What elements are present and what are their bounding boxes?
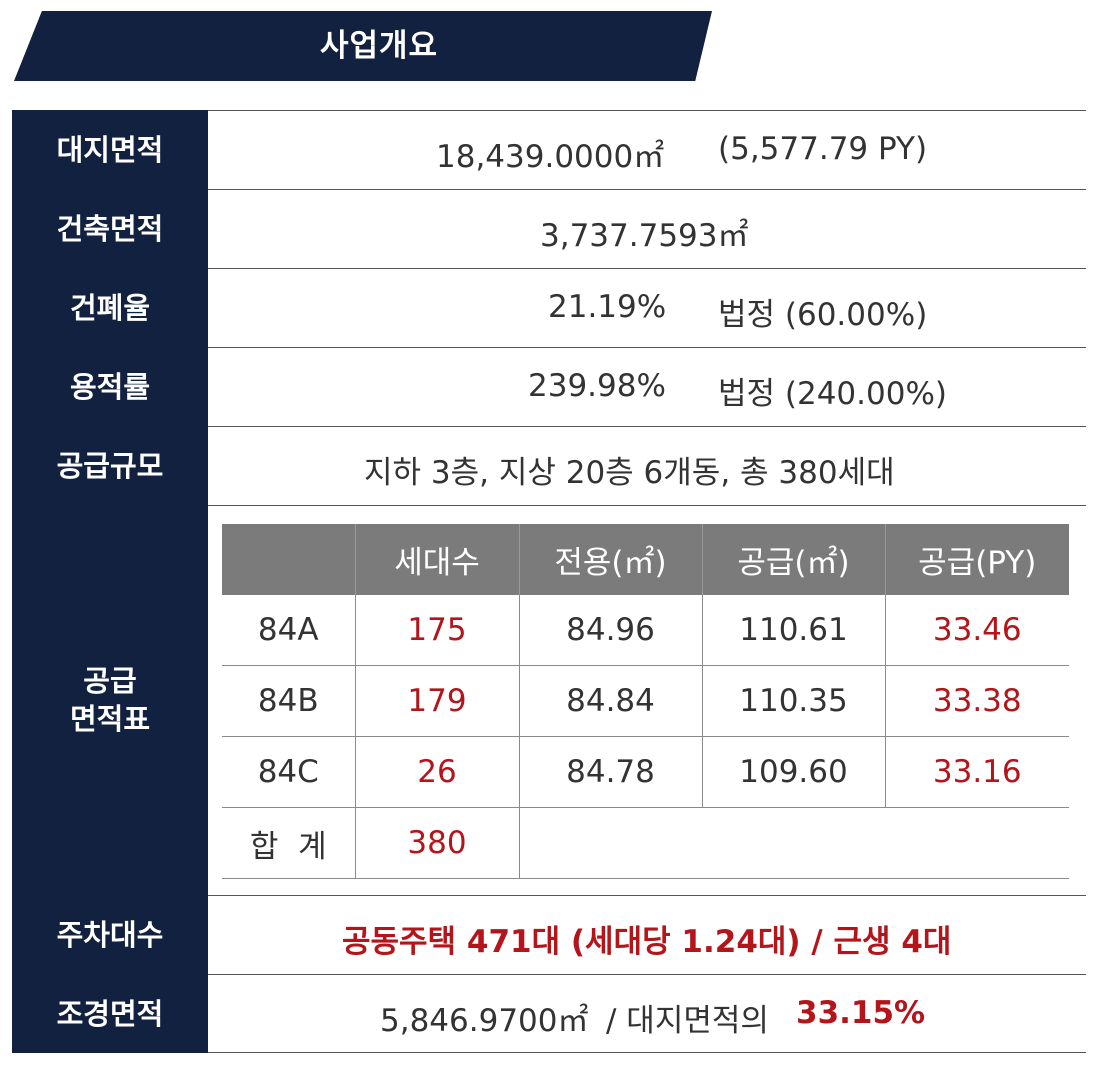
landscape-area-separator: / 대지면적의 <box>606 1003 769 1039</box>
supply-area-label-line1: 공급 <box>83 664 137 698</box>
row-coverage-ratio: 건폐율 21.19% 법정 (60.00%) <box>12 268 1086 347</box>
column-header: 공급(㎡) <box>701 524 885 595</box>
cell-type: 84A <box>222 595 355 666</box>
floor-area-ratio-legal: 법정 (240.00%) <box>718 376 948 412</box>
cell-exclusive: 84.84 <box>518 665 702 737</box>
section-banner: 사업개요 <box>14 11 712 81</box>
cell-total-units: 380 <box>354 807 519 879</box>
cell-type: 84B <box>222 665 355 737</box>
parking-content: 공동주택 471대 (세대당 1.24대) / 근생 4대 <box>208 895 1086 974</box>
cell-units: 179 <box>354 665 519 737</box>
parking-value: 공동주택 471대 (세대당 1.24대) / 근생 4대 <box>342 924 952 960</box>
cell-exclusive: 84.78 <box>518 736 702 808</box>
supply-area-table-label: 공급 면적표 <box>12 505 208 895</box>
row-supply-scale: 공급규모 지하 3층, 지상 20층 6개동, 총 380세대 <box>12 426 1086 505</box>
table-total-row: 합 계 380 <box>222 807 1069 879</box>
cell-supply-py: 33.38 <box>884 665 1069 737</box>
floor-area-ratio-content: 239.98% 법정 (240.00%) <box>208 347 1086 426</box>
cell-supply-m2: 110.61 <box>701 595 885 666</box>
table-row: 84C 26 84.78 109.60 33.16 <box>222 736 1069 808</box>
cell-supply-m2: 110.35 <box>701 665 885 737</box>
supply-area-content: 세대수 전용(㎡) 공급(㎡) 공급(PY) 84A 175 84.96 110… <box>208 505 1086 895</box>
column-header: 공급(PY) <box>884 524 1069 595</box>
building-area-label: 건축면적 <box>12 189 208 268</box>
row-building-area: 건축면적 3,737.7593㎡ <box>12 189 1086 268</box>
landscape-area-label: 조경면적 <box>12 974 208 1053</box>
landscape-area-m2: 5,846.9700㎡ <box>380 1003 589 1039</box>
column-header <box>222 524 355 595</box>
table-header-row: 세대수 전용(㎡) 공급(㎡) 공급(PY) <box>222 524 1069 595</box>
supply-scale-label: 공급규모 <box>12 426 208 505</box>
cell-units: 175 <box>354 595 519 666</box>
cell-supply-py: 33.46 <box>884 595 1069 666</box>
row-parking: 주차대수 공동주택 471대 (세대당 1.24대) / 근생 4대 <box>12 895 1086 974</box>
table-row: 84A 175 84.96 110.61 33.46 <box>222 595 1069 666</box>
supply-area-label-line2: 면적표 <box>69 702 151 736</box>
site-area-m2: 18,439.0000㎡ <box>436 139 665 175</box>
coverage-ratio-content: 21.19% 법정 (60.00%) <box>208 268 1086 347</box>
cell-total-blank <box>518 807 1069 879</box>
table-row: 84B 179 84.84 110.35 33.38 <box>222 665 1069 737</box>
cell-supply-m2: 109.60 <box>701 736 885 808</box>
cell-units: 26 <box>354 736 519 808</box>
column-header: 세대수 <box>354 524 519 595</box>
cell-type: 84C <box>222 736 355 808</box>
cell-exclusive: 84.96 <box>518 595 702 666</box>
row-landscape-area: 조경면적 5,846.9700㎡ / 대지면적의 33.15% <box>12 974 1086 1053</box>
row-site-area: 대지면적 18,439.0000㎡ (5,577.79 PY) <box>12 110 1086 189</box>
floor-area-ratio-label: 용적률 <box>12 347 208 426</box>
coverage-ratio-value: 21.19% <box>548 289 667 325</box>
landscape-area-content: 5,846.9700㎡ / 대지면적의 33.15% <box>208 974 1086 1053</box>
supply-scale-content: 지하 3층, 지상 20층 6개동, 총 380세대 <box>208 426 1086 505</box>
site-area-content: 18,439.0000㎡ (5,577.79 PY) <box>208 110 1086 189</box>
column-header: 전용(㎡) <box>518 524 702 595</box>
cell-supply-py: 33.16 <box>884 736 1069 808</box>
coverage-ratio-label: 건폐율 <box>12 268 208 347</box>
site-area-py: (5,577.79 PY) <box>718 131 928 167</box>
coverage-ratio-legal: 법정 (60.00%) <box>718 297 928 333</box>
building-area-content: 3,737.7593㎡ <box>208 189 1086 268</box>
supply-scale-value: 지하 3층, 지상 20층 6개동, 총 380세대 <box>364 455 895 491</box>
section-title: 사업개요 <box>319 28 439 64</box>
landscape-area-percent: 33.15% <box>796 995 926 1031</box>
building-area-m2: 3,737.7593㎡ <box>540 218 749 254</box>
row-supply-area-table: 공급 면적표 세대수 전용(㎡) 공급(㎡) 공급(PY) 84A 175 84… <box>12 505 1086 895</box>
cell-total-label: 합 계 <box>222 807 355 879</box>
supply-area-table: 세대수 전용(㎡) 공급(㎡) 공급(PY) 84A 175 84.96 110… <box>222 524 1069 879</box>
parking-label: 주차대수 <box>12 895 208 974</box>
floor-area-ratio-value: 239.98% <box>528 368 666 404</box>
row-floor-area-ratio: 용적률 239.98% 법정 (240.00%) <box>12 347 1086 426</box>
site-area-label: 대지면적 <box>12 110 208 189</box>
